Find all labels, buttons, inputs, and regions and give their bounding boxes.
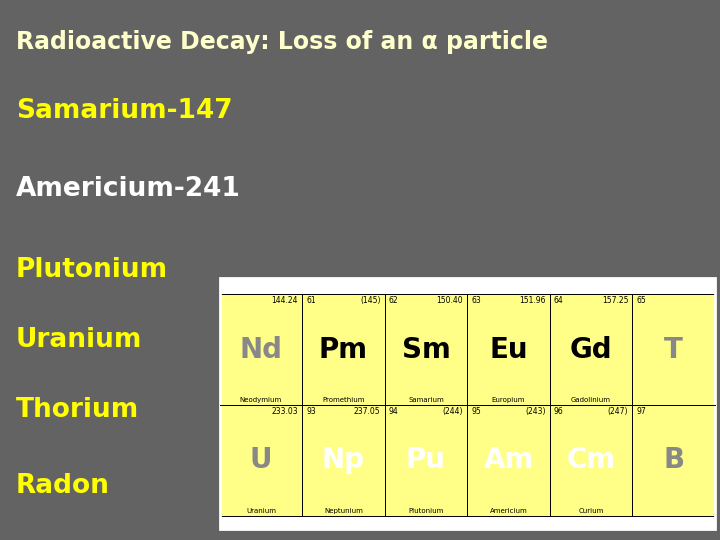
Text: 62: 62 — [389, 296, 398, 306]
Text: Nd: Nd — [239, 336, 282, 363]
Text: 65: 65 — [636, 296, 647, 306]
Text: (145): (145) — [360, 296, 381, 306]
Text: 151.96: 151.96 — [519, 296, 546, 306]
Text: 96: 96 — [554, 407, 564, 416]
Text: Am: Am — [483, 447, 534, 474]
Bar — [467, 294, 550, 405]
Text: Pu: Pu — [406, 447, 446, 474]
Text: 144.24: 144.24 — [271, 296, 298, 306]
Text: U: U — [250, 447, 272, 474]
Text: Promethium: Promethium — [322, 397, 365, 403]
Text: T: T — [665, 336, 683, 363]
Text: Uranium: Uranium — [246, 508, 276, 514]
Bar — [550, 405, 632, 516]
Text: Americium: Americium — [490, 508, 528, 514]
Text: Samarium-147: Samarium-147 — [16, 98, 233, 124]
Bar — [632, 405, 715, 516]
Text: Curium: Curium — [578, 508, 604, 514]
Bar — [302, 294, 384, 405]
Text: Thorium: Thorium — [16, 397, 139, 423]
Text: (244): (244) — [443, 407, 463, 416]
Text: Samarium: Samarium — [408, 397, 444, 403]
Text: 233.03: 233.03 — [271, 407, 298, 416]
Text: 61: 61 — [306, 296, 316, 306]
Text: Np: Np — [322, 447, 365, 474]
Bar — [384, 405, 467, 516]
Text: 93: 93 — [306, 407, 316, 416]
Text: 94: 94 — [389, 407, 399, 416]
Bar — [467, 405, 550, 516]
Text: 64: 64 — [554, 296, 564, 306]
Text: Plutonium: Plutonium — [408, 508, 444, 514]
Text: 150.40: 150.40 — [436, 296, 463, 306]
Bar — [632, 294, 715, 405]
Bar — [302, 405, 384, 516]
Text: 237.05: 237.05 — [354, 407, 381, 416]
Bar — [220, 405, 302, 516]
Text: 95: 95 — [472, 407, 481, 416]
Text: Pm: Pm — [319, 336, 368, 363]
Bar — [220, 294, 302, 405]
Bar — [550, 294, 632, 405]
Text: 97: 97 — [636, 407, 647, 416]
Bar — [220, 278, 715, 294]
Bar — [220, 516, 715, 529]
Text: Neodymium: Neodymium — [240, 397, 282, 403]
Text: 157.25: 157.25 — [602, 296, 629, 306]
Text: Americium-241: Americium-241 — [16, 176, 240, 202]
Bar — [384, 294, 467, 405]
Text: Sm: Sm — [402, 336, 451, 363]
Text: B: B — [663, 447, 684, 474]
Text: Cm: Cm — [567, 447, 616, 474]
Text: Europium: Europium — [492, 397, 526, 403]
Text: 63: 63 — [472, 296, 481, 306]
Text: Radon: Radon — [16, 473, 109, 499]
Text: Neptunium: Neptunium — [324, 508, 363, 514]
Bar — [220, 278, 715, 529]
Text: Radioactive Decay: Loss of an α particle: Radioactive Decay: Loss of an α particle — [16, 30, 548, 53]
Text: Gadolinium: Gadolinium — [571, 397, 611, 403]
Text: Eu: Eu — [490, 336, 528, 363]
Text: Plutonium: Plutonium — [16, 257, 168, 283]
Text: Gd: Gd — [570, 336, 613, 363]
Text: (243): (243) — [525, 407, 546, 416]
Text: (247): (247) — [608, 407, 629, 416]
Text: Uranium: Uranium — [16, 327, 143, 353]
